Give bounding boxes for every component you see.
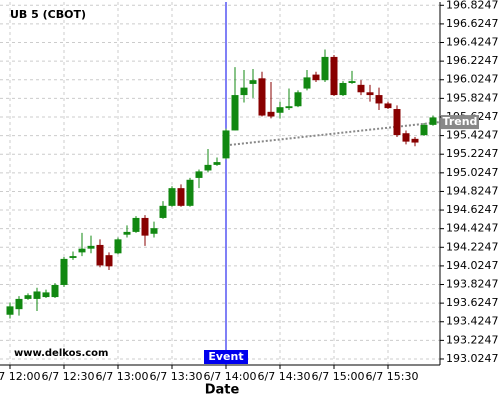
y-tick-label: 194.0247: [446, 259, 499, 272]
x-tick-label: 6/7 15:30: [366, 370, 419, 383]
candle-body: [123, 231, 131, 235]
event-label-box: [204, 350, 248, 364]
candle-body: [168, 188, 176, 206]
candle-body: [339, 82, 347, 96]
x-tick-label: 6/7 12:00: [0, 370, 40, 383]
candle-body: [240, 87, 248, 96]
candle-body: [60, 258, 68, 285]
candle-body: [231, 95, 239, 131]
y-tick-label: 196.6247: [446, 17, 499, 30]
candle-body: [258, 78, 266, 116]
trend-label-box: [441, 115, 479, 130]
candle-body: [114, 239, 122, 254]
candle-body: [15, 298, 23, 310]
candle-body: [384, 103, 392, 109]
y-tick-label: 193.4247: [446, 315, 499, 328]
y-tick-label: 195.2247: [446, 147, 499, 160]
y-tick-label: 196.4247: [446, 36, 499, 49]
candle-body: [249, 80, 257, 84]
candle-body: [267, 111, 275, 117]
candle-body: [42, 292, 50, 298]
candle-body: [348, 81, 356, 83]
x-tick-label: 6/7 13:00: [96, 370, 149, 383]
candle-body: [213, 162, 221, 165]
candle-body: [321, 56, 329, 81]
x-tick-label: 6/7 12:30: [42, 370, 95, 383]
y-tick-label: 195.4247: [446, 129, 499, 142]
candle-body: [366, 92, 374, 96]
candle-body: [402, 133, 410, 142]
candle-body: [105, 255, 113, 267]
candle-body: [303, 77, 311, 89]
candle-body: [186, 179, 194, 206]
candle-body: [96, 244, 104, 266]
y-tick-label: 194.4247: [446, 222, 499, 235]
candle-body: [69, 256, 77, 258]
x-tick-label: 6/7 15:00: [312, 370, 365, 383]
y-tick-label: 195.8247: [446, 91, 499, 104]
watermark: www.delkos.com: [14, 348, 108, 359]
x-tick-label: 6/7 14:00: [204, 370, 257, 383]
candle-body: [420, 124, 428, 136]
y-tick-label: 194.6247: [446, 203, 499, 216]
candle-body: [294, 92, 302, 107]
candle-body: [411, 138, 419, 143]
x-tick-label: 6/7 14:30: [258, 370, 311, 383]
y-tick-label: 194.2247: [446, 240, 499, 253]
candle-body: [276, 107, 284, 113]
candle-body: [6, 306, 14, 315]
chart-title: UB 5 (CBOT): [10, 8, 86, 21]
candle-body: [78, 248, 86, 253]
candle-body: [312, 74, 320, 81]
candle-body: [150, 228, 158, 234]
candle-body: [357, 84, 365, 93]
candle-body: [141, 217, 149, 236]
y-tick-label: 193.0247: [446, 352, 499, 365]
y-tick-label: 193.8247: [446, 278, 499, 291]
y-tick-label: 196.0247: [446, 73, 499, 86]
candle-body: [204, 164, 212, 171]
candle-body: [429, 117, 437, 125]
y-tick-label: 194.8247: [446, 184, 499, 197]
y-tick-label: 193.6247: [446, 296, 499, 309]
candle-body: [132, 217, 140, 232]
candle-body: [375, 95, 383, 104]
candle-body: [222, 130, 230, 159]
candle-body: [159, 205, 167, 218]
y-tick-label: 195.0247: [446, 166, 499, 179]
y-tick-label: 196.8247: [446, 0, 499, 11]
x-tick-label: 6/7 13:30: [150, 370, 203, 383]
candle-body: [393, 109, 401, 136]
candle-body: [24, 295, 32, 299]
candle-body: [195, 171, 203, 178]
y-tick-label: 193.2247: [446, 333, 499, 346]
x-axis-label: Date: [205, 383, 240, 398]
trend-label: Trend: [443, 115, 478, 128]
y-tick-label: 196.2247: [446, 54, 499, 67]
candle-body: [51, 284, 59, 298]
candle-body: [285, 106, 293, 109]
candle-body: [87, 245, 95, 249]
candle-body: [177, 188, 185, 206]
candle-body: [33, 291, 41, 299]
event-label: Event: [208, 350, 243, 363]
candle-body: [330, 56, 338, 96]
